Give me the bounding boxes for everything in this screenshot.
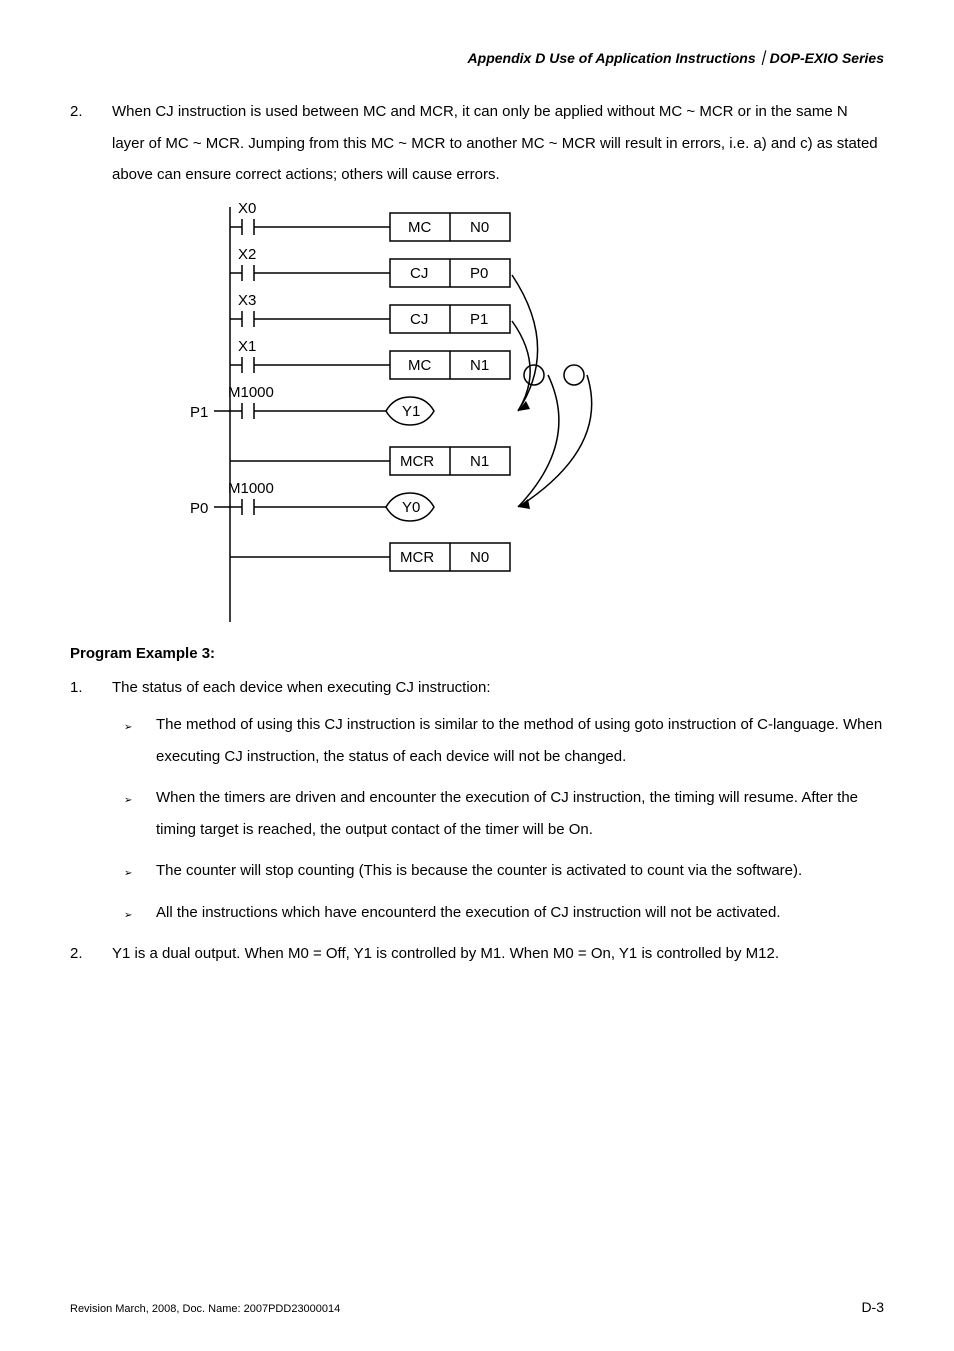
- svg-text:CJ: CJ: [410, 311, 428, 328]
- svg-text:X1: X1: [238, 338, 256, 355]
- svg-text:CJ: CJ: [410, 265, 428, 282]
- svg-text:X0: X0: [238, 200, 256, 217]
- svg-text:P1: P1: [190, 404, 208, 421]
- page-footer: Revision March, 2008, Doc. Name: 2007PDD…: [70, 1299, 884, 1315]
- list-number: 2.: [70, 96, 92, 191]
- paragraph-2: 2. When CJ instruction is used between M…: [70, 96, 884, 191]
- svg-text:N1: N1: [470, 357, 489, 374]
- svg-text:Y1: Y1: [402, 403, 420, 420]
- bullet-marker: ➢: [124, 709, 138, 772]
- list-number: 2.: [70, 938, 92, 970]
- page-header: Appendix D Use of Application Instructio…: [70, 48, 884, 68]
- bullet-marker: ➢: [124, 855, 138, 887]
- bullet-marker: ➢: [124, 782, 138, 845]
- paragraph-text: When CJ instruction is used between MC a…: [112, 96, 884, 191]
- list-item-2: 2. Y1 is a dual output. When M0 = Off, Y…: [70, 938, 884, 970]
- svg-text:N0: N0: [470, 219, 489, 236]
- svg-text:P1: P1: [470, 311, 488, 328]
- bullet-2: ➢ When the timers are driven and encount…: [124, 782, 884, 845]
- svg-text:M1000: M1000: [228, 384, 274, 401]
- svg-text:N0: N0: [470, 549, 489, 566]
- list-number: 1.: [70, 672, 92, 704]
- list-text: The status of each device when executing…: [112, 672, 884, 704]
- bullet-text: When the timers are driven and encounter…: [156, 782, 884, 845]
- list-text: Y1 is a dual output. When M0 = Off, Y1 i…: [112, 938, 884, 970]
- bullet-1: ➢ The method of using this CJ instructio…: [124, 709, 884, 772]
- svg-text:M1000: M1000: [228, 480, 274, 497]
- list-item-1: 1. The status of each device when execut…: [70, 672, 884, 704]
- page-number: D-3: [861, 1299, 884, 1315]
- svg-text:X3: X3: [238, 292, 256, 309]
- svg-text:Y0: Y0: [402, 499, 420, 516]
- svg-text:MCR: MCR: [400, 549, 434, 566]
- svg-text:MC: MC: [408, 219, 431, 236]
- svg-text:P0: P0: [190, 500, 208, 517]
- section-title: Program Example 3:: [70, 645, 884, 662]
- header-sep: ｜: [756, 50, 770, 66]
- svg-text:N1: N1: [470, 453, 489, 470]
- bullet-marker: ➢: [124, 897, 138, 929]
- header-right: DOP-EXIO Series: [770, 50, 884, 66]
- bullet-3: ➢ The counter will stop counting (This i…: [124, 855, 884, 887]
- bullet-text: The method of using this CJ instruction …: [156, 709, 884, 772]
- header-left: Appendix D Use of Application Instructio…: [468, 50, 756, 66]
- svg-text:X2: X2: [238, 246, 256, 263]
- bullet-text: All the instructions which have encounte…: [156, 897, 884, 929]
- revision-text: Revision March, 2008, Doc. Name: 2007PDD…: [70, 1303, 340, 1315]
- svg-text:MC: MC: [408, 357, 431, 374]
- svg-text:MCR: MCR: [400, 453, 434, 470]
- ladder-diagram: X0 MC N0 X2 CJ P0 X3 CJ P1 X1 MC N1 M100…: [180, 197, 620, 627]
- bullet-text: The counter will stop counting (This is …: [156, 855, 884, 887]
- svg-text:P0: P0: [470, 265, 488, 282]
- bullet-4: ➢ All the instructions which have encoun…: [124, 897, 884, 929]
